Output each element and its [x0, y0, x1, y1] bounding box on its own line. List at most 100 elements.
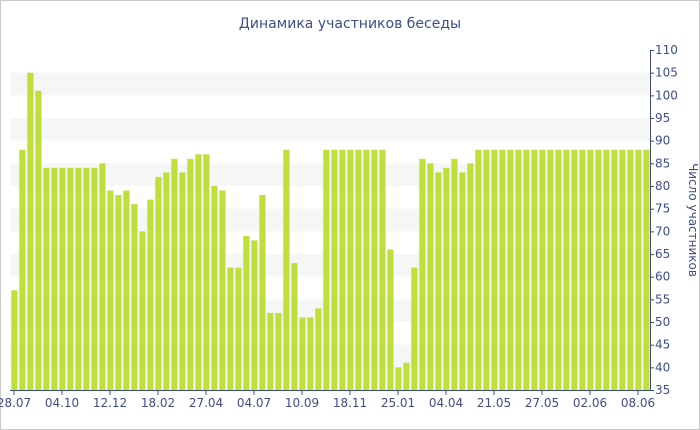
x-tick-label: 04.10 [45, 396, 79, 410]
bar [635, 150, 641, 390]
bar [451, 159, 457, 390]
bar [603, 150, 609, 390]
bar [235, 268, 241, 390]
bar [107, 191, 113, 390]
x-tick-label: 25.01 [381, 396, 415, 410]
bar [363, 150, 369, 390]
y-tick-label: 40 [655, 360, 670, 374]
y-ticks: 35 40 45 50 55 60 65 70 75 80 85 90 95 100 105 110 [650, 43, 678, 397]
bar [91, 168, 97, 390]
bar [331, 150, 337, 390]
y-tick-label: 95 [655, 111, 670, 125]
y-axis-label: Число участников [686, 163, 700, 277]
bar [251, 240, 257, 390]
y-tick-label: 45 [655, 338, 670, 352]
bar [539, 150, 545, 390]
grid-band [10, 163, 650, 186]
bar [291, 263, 297, 390]
bar [499, 150, 505, 390]
bar [403, 363, 409, 390]
bar [163, 172, 169, 390]
bar [51, 168, 57, 390]
bar [531, 150, 537, 390]
bar [371, 150, 377, 390]
bar [123, 191, 129, 390]
x-tick-label: 18.11 [333, 396, 367, 410]
bar [43, 168, 49, 390]
bar [323, 150, 329, 390]
bar [483, 150, 489, 390]
x-tick-label: 02.06 [573, 396, 607, 410]
chart-title: Динамика участников беседы [239, 16, 461, 32]
bar [203, 154, 209, 390]
x-tick-label: 18.02 [141, 396, 175, 410]
x-ticks: 28.07 04.10 12.12 18.02 27.04 04.07 10.09 18.11… [0, 390, 655, 410]
y-tick-label: 70 [655, 224, 670, 238]
bar [475, 150, 481, 390]
bar [275, 313, 281, 390]
bar [411, 268, 417, 390]
y-tick-label: 105 [655, 66, 678, 80]
x-tick-label: 04.07 [237, 396, 271, 410]
y-tick-label: 90 [655, 134, 670, 148]
bar [131, 204, 137, 390]
bar [435, 172, 441, 390]
x-tick-label: 12.12 [93, 396, 127, 410]
bar [515, 150, 521, 390]
bar [259, 195, 265, 390]
bar [11, 290, 17, 390]
bar [611, 150, 617, 390]
bar [595, 150, 601, 390]
bar [427, 163, 433, 390]
x-tick-label: 08.06 [621, 396, 655, 410]
y-tick-label: 35 [655, 383, 670, 397]
x-tick-label: 21.05 [477, 396, 511, 410]
bar [211, 186, 217, 390]
bar [179, 172, 185, 390]
bar [243, 236, 249, 390]
bar [419, 159, 425, 390]
bar [155, 177, 161, 390]
y-tick-label: 60 [655, 270, 670, 284]
y-tick-label: 110 [655, 43, 678, 57]
bar [459, 172, 465, 390]
y-tick-label: 55 [655, 292, 670, 306]
bar [443, 168, 449, 390]
bar [395, 367, 401, 390]
y-tick-label: 80 [655, 179, 670, 193]
x-tick-label: 04.04 [429, 396, 463, 410]
bar [283, 150, 289, 390]
bar [195, 154, 201, 390]
y-tick-label: 100 [655, 88, 678, 102]
bar [643, 150, 649, 390]
y-tick-label: 85 [655, 156, 670, 170]
bar [347, 150, 353, 390]
bar [387, 249, 393, 390]
bar [339, 150, 345, 390]
bar [579, 150, 585, 390]
bar [507, 150, 513, 390]
x-tick-label: 27.04 [189, 396, 223, 410]
bar [171, 159, 177, 390]
bar [67, 168, 73, 390]
bar [307, 317, 313, 390]
bar [139, 231, 145, 390]
bar [35, 91, 41, 390]
x-tick-label: 28.07 [0, 396, 31, 410]
grid-band [10, 73, 650, 96]
bar [19, 150, 25, 390]
bar [315, 308, 321, 390]
bar [627, 150, 633, 390]
y-tick-label: 75 [655, 202, 670, 216]
bar [99, 163, 105, 390]
grid-bands [10, 73, 650, 368]
grid-band [10, 209, 650, 232]
bar [59, 168, 65, 390]
y-tick-label: 65 [655, 247, 670, 261]
bar [147, 200, 153, 390]
grid-band [10, 345, 650, 368]
bar [299, 317, 305, 390]
bar [571, 150, 577, 390]
bar [547, 150, 553, 390]
